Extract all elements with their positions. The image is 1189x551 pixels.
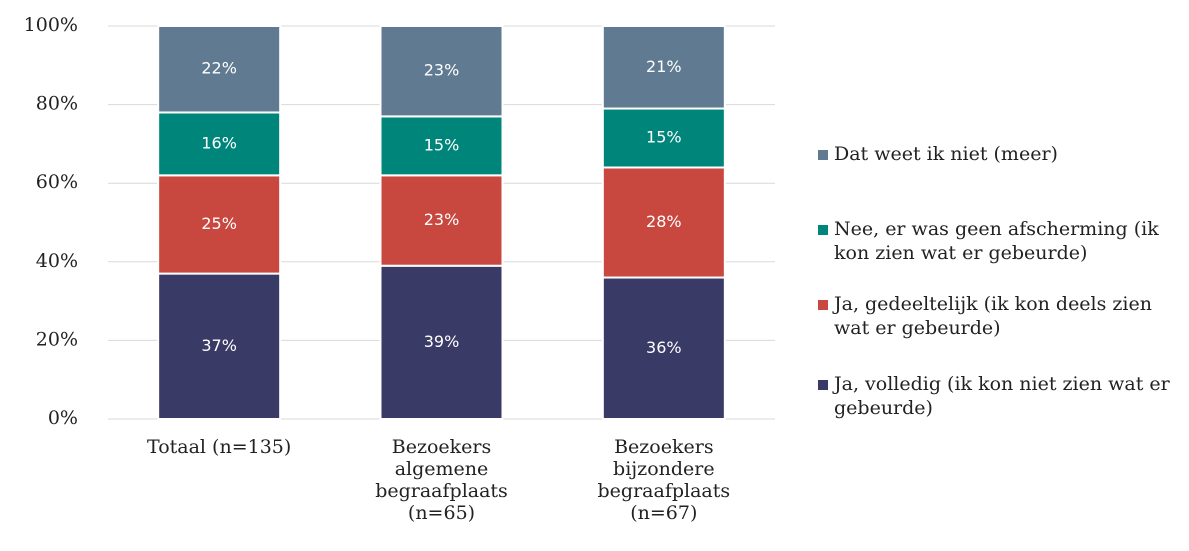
legend-label: Ja, gedeeltelijk (ik kon deels zien wat … [834,293,1152,339]
legend-label: Nee, er was geen afscherming (ik kon zie… [834,218,1159,264]
x-tick-label: Totaal (n=135) [147,436,292,458]
legend-item: Ja, gedeeltelijk (ik kon deels zien wat … [818,292,1186,340]
legend-item: Dat weet ik niet (meer) [818,142,1186,166]
data-label: 37% [201,336,237,355]
data-label: 21% [646,57,682,76]
legend-swatch [818,150,828,160]
legend-label: Dat weet ik niet (meer) [834,143,1058,165]
bar-segment [601,107,726,169]
data-label: 39% [424,332,460,351]
bar-segment [157,174,282,275]
bar-segment [601,276,726,420]
data-label: 15% [424,135,460,154]
bar-segment [379,264,504,421]
y-tick-label: 20% [36,328,78,350]
bar-segment [379,174,504,267]
bar-segment [379,25,504,118]
bar-segment [601,166,726,279]
x-tick-label: Bezoekers bijzondere begraafplaats (n=67… [597,436,731,524]
data-label: 22% [201,59,237,78]
legend-item: Nee, er was geen afscherming (ik kon zie… [818,217,1186,265]
y-tick-label: 100% [24,14,78,36]
data-label: 15% [646,128,682,147]
bar-segment [157,272,282,420]
bar-segment [157,111,282,177]
data-label: 25% [201,214,237,233]
data-label: 23% [424,210,460,229]
legend-swatch [818,300,828,310]
y-tick-label: 0% [48,407,78,429]
legend-item: Ja, volledig (ik kon niet zien wat er ge… [818,372,1186,420]
bar-segment [379,115,504,177]
y-tick-label: 60% [36,171,78,193]
data-label: 23% [424,61,460,80]
bar-segment [601,25,726,110]
bar-segment [157,25,282,114]
data-label: 36% [646,338,682,357]
data-label: 28% [646,212,682,231]
legend-label: Ja, volledig (ik kon niet zien wat er ge… [834,373,1170,419]
legend-swatch [818,225,828,235]
legend-swatch [818,380,828,390]
y-tick-label: 80% [36,93,78,115]
data-label: 16% [201,133,237,152]
x-tick-label: Bezoekers algemene begraafplaats (n=65) [375,436,508,524]
y-tick-label: 40% [36,250,78,272]
